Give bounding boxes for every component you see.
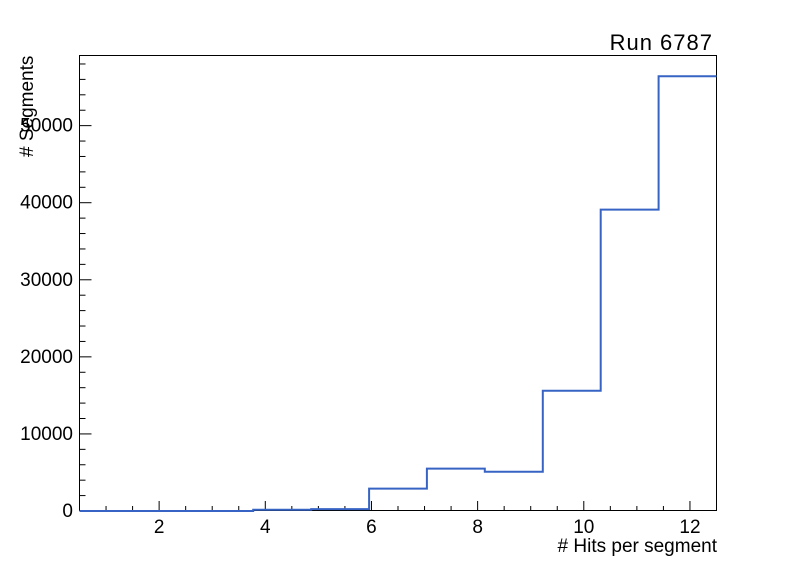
y-tick-label: 30000 [20,270,73,291]
x-tick-label: 12 [679,517,700,538]
x-axis-ticks [105,501,691,511]
x-tick-label: 10 [573,517,594,538]
x-axis-tick-labels: 2 4 6 8 10 12 [154,517,701,538]
x-tick-label: 6 [366,517,377,538]
y-tick-label: 40000 [20,193,73,214]
y-axis-tick-labels: 0 10000 20000 30000 40000 50000 [20,116,73,522]
y-axis-title: # Segments [17,56,38,157]
plot-frame [79,55,717,511]
y-tick-label: 50000 [20,116,73,137]
chart-title: Run 6787 [610,30,713,55]
x-axis-title: # Hits per segment [558,536,718,557]
x-tick-label: 4 [260,517,271,538]
x-tick-label: 2 [154,517,165,538]
y-axis-ticks [79,63,92,512]
x-tick-label: 8 [472,517,483,538]
y-tick-label: 0 [62,501,73,522]
y-tick-label: 20000 [20,347,73,368]
histogram-step-line [79,75,717,512]
y-tick-label: 10000 [20,424,73,445]
